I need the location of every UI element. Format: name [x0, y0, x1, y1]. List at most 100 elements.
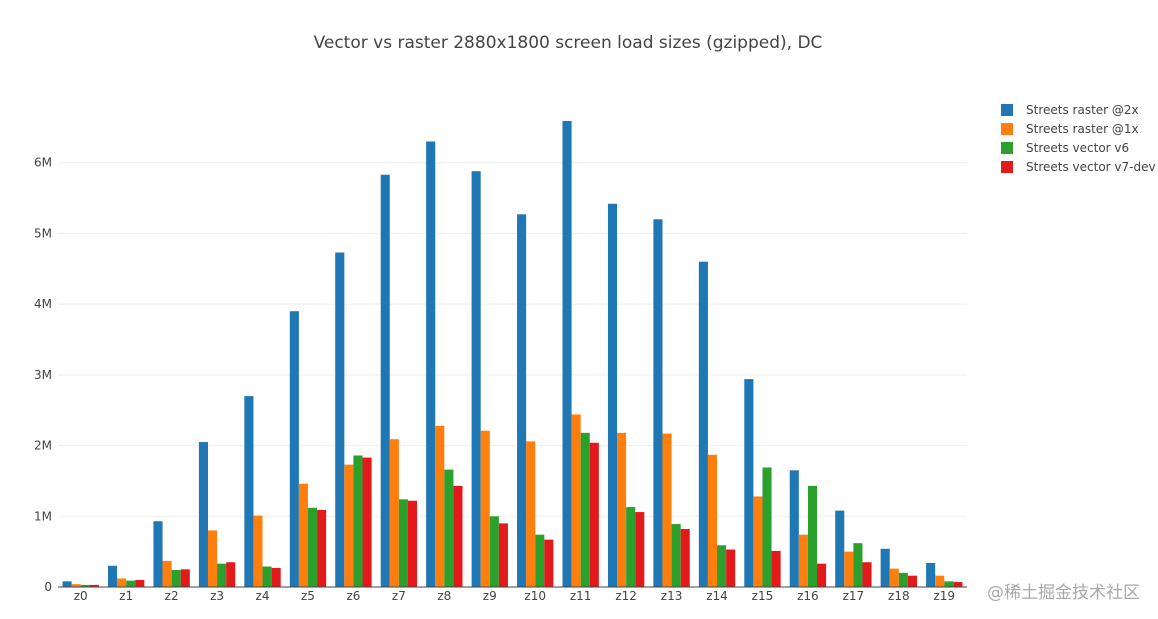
bar[interactable]: [798, 534, 808, 587]
bar[interactable]: [517, 214, 527, 588]
bar[interactable]: [835, 510, 845, 587]
bar[interactable]: [807, 485, 818, 587]
bar[interactable]: [844, 551, 854, 587]
x-tick-label: z16: [797, 589, 819, 603]
bar[interactable]: [317, 509, 327, 587]
bar[interactable]: [389, 439, 399, 587]
bar[interactable]: [898, 572, 908, 587]
x-tick-label: z12: [615, 589, 637, 603]
bar[interactable]: [617, 432, 627, 587]
bar[interactable]: [62, 581, 72, 587]
bar[interactable]: [607, 203, 618, 587]
bar[interactable]: [244, 396, 254, 587]
bar[interactable]: [362, 457, 372, 587]
bar[interactable]: [398, 499, 408, 587]
bar[interactable]: [662, 433, 672, 587]
bar[interactable]: [526, 441, 536, 587]
bar[interactable]: [80, 584, 90, 587]
bar[interactable]: [198, 442, 208, 587]
bar[interactable]: [253, 515, 263, 587]
bar[interactable]: [89, 584, 99, 587]
bar[interactable]: [117, 578, 127, 587]
bar[interactable]: [435, 425, 445, 587]
legend-item[interactable]: Streets vector v7-dev: [1001, 160, 1156, 174]
bar[interactable]: [817, 563, 827, 587]
legend-item[interactable]: Streets raster @2x: [1001, 103, 1139, 117]
bar[interactable]: [71, 584, 81, 587]
bar[interactable]: [744, 379, 754, 587]
bar[interactable]: [207, 530, 218, 587]
bar[interactable]: [453, 485, 463, 587]
legend-item[interactable]: Streets raster @1x: [1001, 122, 1139, 136]
legend-label: Streets vector v6: [1026, 141, 1129, 155]
bar[interactable]: [335, 252, 345, 587]
bar[interactable]: [180, 569, 190, 587]
bar[interactable]: [880, 548, 890, 587]
bar[interactable]: [635, 512, 645, 587]
bar[interactable]: [498, 523, 508, 587]
bar[interactable]: [580, 432, 590, 587]
bar[interactable]: [762, 467, 772, 587]
bar[interactable]: [444, 469, 454, 587]
bar[interactable]: [426, 141, 436, 588]
bar[interactable]: [289, 311, 299, 587]
bar[interactable]: [726, 549, 736, 587]
bar[interactable]: [680, 529, 690, 587]
bar[interactable]: [471, 171, 481, 587]
bar[interactable]: [353, 455, 363, 587]
bar[interactable]: [698, 261, 708, 587]
bar[interactable]: [544, 539, 554, 587]
bar[interactable]: [135, 579, 145, 587]
chart-title: Vector vs raster 2880x1800 screen load s…: [314, 33, 823, 53]
bar[interactable]: [344, 464, 354, 587]
bar[interactable]: [589, 442, 599, 587]
bar[interactable]: [562, 120, 572, 587]
gridlines: [58, 162, 967, 517]
bar[interactable]: [907, 575, 918, 587]
x-tick-label: z3: [210, 589, 224, 603]
bar[interactable]: [717, 545, 727, 587]
bar[interactable]: [944, 581, 954, 587]
bar[interactable]: [789, 470, 799, 587]
bar[interactable]: [853, 543, 863, 587]
bar[interactable]: [771, 550, 781, 587]
bar[interactable]: [671, 524, 681, 587]
bar[interactable]: [489, 516, 499, 587]
bar[interactable]: [217, 563, 227, 587]
bar[interactable]: [935, 575, 945, 587]
bar[interactable]: [153, 521, 163, 587]
bar[interactable]: [271, 567, 281, 587]
bar[interactable]: [571, 414, 581, 587]
x-tick-label: z4: [256, 589, 270, 603]
bar[interactable]: [707, 454, 718, 587]
legend-label: Streets vector v7-dev: [1026, 160, 1156, 174]
bar[interactable]: [298, 483, 308, 587]
bar[interactable]: [162, 560, 172, 587]
legend-item[interactable]: Streets vector v6: [1001, 141, 1129, 155]
bar[interactable]: [307, 507, 318, 587]
bar[interactable]: [926, 562, 936, 587]
bar[interactable]: [653, 219, 663, 588]
x-tick-label: z10: [524, 589, 546, 603]
bar[interactable]: [953, 582, 963, 587]
bar[interactable]: [535, 534, 545, 587]
bar[interactable]: [171, 570, 181, 587]
legend-swatch: [1001, 161, 1013, 173]
bar[interactable]: [889, 568, 899, 587]
bar[interactable]: [226, 562, 236, 587]
bar[interactable]: [407, 500, 418, 587]
bar[interactable]: [480, 430, 490, 587]
bar[interactable]: [262, 566, 272, 587]
x-tick-label: z1: [119, 589, 133, 603]
x-tick-label: z18: [888, 589, 910, 603]
y-tick-label: 3M: [34, 368, 52, 382]
bar[interactable]: [626, 507, 636, 587]
bar[interactable]: [862, 562, 872, 587]
x-tick-label: z15: [752, 589, 774, 603]
bar[interactable]: [126, 580, 136, 587]
bar[interactable]: [753, 496, 763, 587]
bar[interactable]: [380, 174, 390, 587]
legend[interactable]: Streets raster @2x Streets raster @1x Stre…: [1001, 103, 1156, 174]
bar[interactable]: [107, 565, 118, 587]
x-tick-label: z7: [392, 589, 406, 603]
